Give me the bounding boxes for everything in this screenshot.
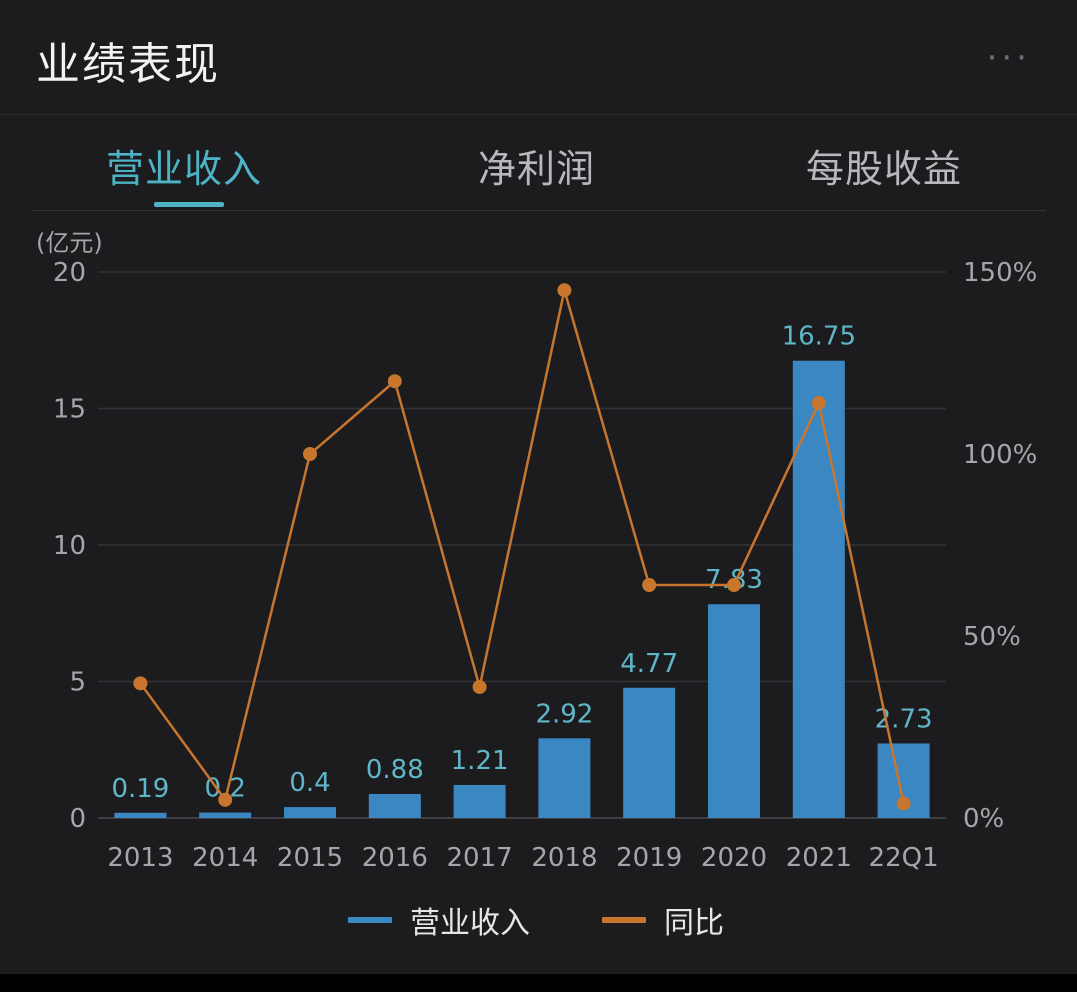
chart-legend: 营业收入 同比 (0, 895, 1077, 945)
bar-data-label: 0.19 (111, 774, 169, 804)
bar-data-label: 0.4 (289, 768, 330, 798)
bar (623, 687, 676, 818)
legend-label-revenue: 营业收入 (410, 906, 530, 941)
y-left-tick-label: 0 (69, 804, 86, 834)
bar (538, 738, 591, 818)
yoy-point (472, 679, 487, 694)
yoy-point (896, 796, 911, 811)
tab-revenue[interactable]: 营业收入 (106, 147, 263, 191)
bar-data-label: 2.92 (535, 699, 593, 729)
x-tick-label: 2020 (701, 843, 767, 873)
tab-eps[interactable]: 每股收益 (806, 147, 963, 191)
tab-net-profit[interactable]: 净利润 (478, 147, 596, 191)
more-options-icon[interactable]: ··· (986, 38, 1031, 78)
y-right-tick-label: 50% (963, 622, 1021, 652)
bar-data-label: 4.77 (620, 649, 678, 679)
x-tick-label: 22Q1 (869, 843, 939, 873)
legend-item-yoy[interactable]: 同比 (602, 895, 724, 945)
x-tick-label: 2017 (447, 843, 513, 873)
bar (114, 812, 167, 818)
bottom-bar (0, 974, 1077, 992)
page-title: 业绩表现 (36, 39, 220, 90)
x-tick-label: 2015 (277, 843, 343, 873)
bar (199, 812, 252, 818)
active-tab-indicator (154, 202, 224, 207)
yoy-point (133, 676, 148, 691)
yoy-point (811, 396, 826, 411)
yoy-point (218, 792, 233, 807)
y-left-tick-label: 15 (53, 395, 86, 425)
y-right-tick-label: 100% (963, 440, 1037, 470)
bar-data-label: 1.21 (451, 746, 509, 776)
bar-data-label: 0.88 (366, 755, 424, 785)
bar (368, 793, 421, 818)
yoy-point (387, 374, 402, 389)
y-left-tick-label: 5 (69, 668, 86, 698)
x-tick-label: 2014 (192, 843, 258, 873)
legend-item-revenue[interactable]: 营业收入 (348, 895, 530, 945)
legend-swatch-yoy (602, 917, 646, 923)
legend-label-yoy: 同比 (664, 906, 724, 941)
x-tick-label: 2013 (107, 843, 173, 873)
yoy-line (139, 289, 905, 804)
bar-data-label: 16.75 (782, 322, 856, 352)
yoy-point (727, 578, 741, 593)
y-left-tick-label: 20 (53, 258, 86, 288)
x-tick-label: 2016 (362, 843, 428, 873)
yoy-point (557, 283, 572, 298)
bar (284, 807, 336, 818)
y-right-tick-label: 0% (963, 804, 1004, 834)
yoy-point (642, 578, 657, 593)
bar (708, 604, 760, 818)
y-axis-unit-label: (亿元) (36, 229, 103, 257)
legend-swatch-revenue (348, 917, 392, 923)
y-left-tick-label: 10 (53, 531, 86, 561)
x-tick-label: 2021 (786, 843, 852, 873)
x-tick-label: 2018 (531, 843, 597, 873)
bar (453, 784, 506, 818)
y-right-tick-label: 150% (963, 258, 1037, 288)
yoy-point (303, 447, 317, 461)
bar (792, 360, 845, 818)
tab-bar: 营业收入 净利润 每股收益 (32, 114, 1046, 211)
header: 业绩表现 ··· (0, 0, 1077, 115)
x-tick-label: 2019 (616, 843, 682, 873)
